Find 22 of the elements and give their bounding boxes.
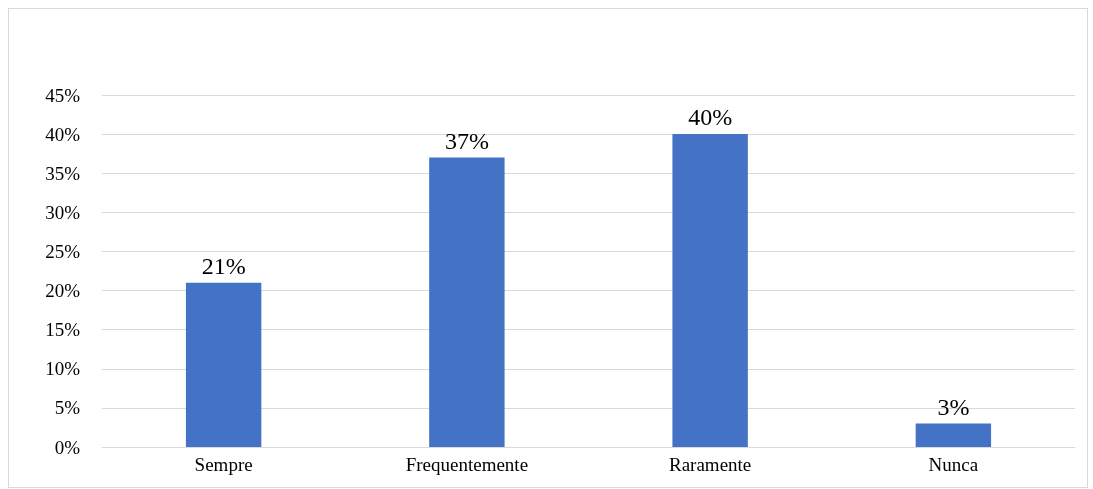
bar (429, 157, 505, 447)
bar (672, 134, 748, 447)
y-tick-label: 45% (45, 84, 81, 106)
x-tick-label: Frequentemente (405, 454, 529, 475)
x-tick-label: Sempre (194, 454, 253, 475)
data-label: 3% (937, 393, 970, 420)
y-tick-label: 30% (45, 201, 81, 223)
data-label: 21% (201, 252, 246, 279)
y-tick-label: 20% (45, 280, 81, 302)
y-tick-label: 25% (45, 240, 81, 262)
y-tick-label: 5% (54, 397, 81, 419)
x-tick-label: Nunca (928, 454, 979, 475)
bar (185, 282, 262, 447)
y-tick-label: 15% (45, 319, 81, 341)
y-tick-label: 40% (45, 123, 81, 145)
y-tick-label: 0% (54, 436, 81, 458)
data-label: 37% (444, 127, 489, 154)
y-tick-label: 10% (45, 358, 81, 380)
x-tick-label: Raramente (668, 454, 752, 475)
bar (915, 423, 992, 447)
data-label: 40% (688, 104, 733, 131)
y-tick-label: 35% (45, 162, 81, 184)
